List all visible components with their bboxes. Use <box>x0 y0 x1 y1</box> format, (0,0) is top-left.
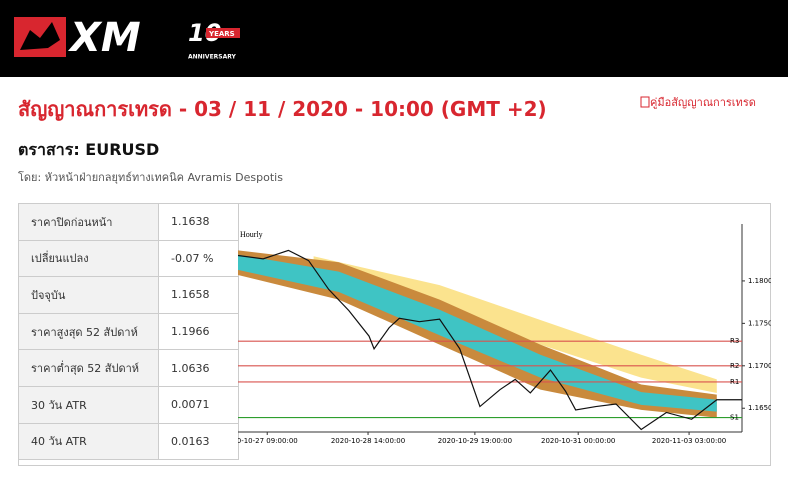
x-tick-label: 2020-10-31 00:00:00 <box>541 437 615 445</box>
x-tick-label: 2020-11-03 03:00:00 <box>652 437 726 445</box>
row-value: 0.0163 <box>158 422 239 461</box>
logo-badge-sub: YEARS <box>208 30 235 38</box>
table-row: ปัจจุบัน 1.1658 <box>18 276 239 314</box>
logo-brand: XM <box>67 15 141 61</box>
logo-caption: ANNIVERSARY <box>188 54 237 61</box>
level-label: S1 <box>730 414 739 422</box>
row-label: ราคาสูงสุด 52 สัปดาห์ <box>18 312 159 351</box>
row-value: -0.07 % <box>158 239 239 278</box>
x-tick-label: 0-10-27 09:00:00 <box>238 437 298 445</box>
level-label: R2 <box>730 362 739 370</box>
y-tick-label: 1.1750 <box>748 319 771 327</box>
x-tick-label: 2020-10-28 14:00:00 <box>331 437 405 445</box>
guide-link-text[interactable]: คู่มือสัญญาณการเทรด <box>650 96 756 109</box>
row-value: 0.0071 <box>158 385 239 424</box>
level-label: R1 <box>730 378 739 386</box>
logo[interactable]: XM 10 YEARS ANNIVERSARY <box>0 0 260 77</box>
row-label: 30 วัน ATR <box>18 385 159 424</box>
chart: Hourly R3 R2 R1 S1 1.1800 1.1750 1.1700 1.1650 0… <box>238 224 771 445</box>
table-row: ราคาปิดก่อนหน้า 1.1638 <box>18 203 239 241</box>
guide-link[interactable]: คู่มือสัญญาณการเทรด <box>640 93 756 111</box>
row-value: 1.1638 <box>158 203 239 241</box>
y-tick-label: 1.1800 <box>748 277 771 285</box>
row-label: ปัจจุบัน <box>18 276 159 314</box>
byline: โดย: หัวหน้าฝ่ายกลยุทธ์ทางเทคนิค Avramis… <box>18 171 283 184</box>
table-row: ราคาต่ำสุด 52 สัปดาห์ 1.0636 <box>18 349 239 387</box>
ma-band <box>238 254 717 412</box>
table-row: ราคาสูงสุด 52 สัปดาห์ 1.1966 <box>18 312 239 351</box>
row-label: ราคาต่ำสุด 52 สัปดาห์ <box>18 349 159 387</box>
y-tick-label: 1.1700 <box>748 362 771 370</box>
row-value: 1.1966 <box>158 312 239 351</box>
row-value: 1.0636 <box>158 349 239 387</box>
stats-table: ราคาปิดก่อนหน้า 1.1638 เปลี่ยนแปลง -0.07 % ป… <box>18 203 239 461</box>
page-title: สัญญาณการเทรด - 03 / 11 / 2020 - 10:00 (… <box>18 97 547 121</box>
table-row: 40 วัน ATR 0.0163 <box>18 422 239 461</box>
table-row: 30 วัน ATR 0.0071 <box>18 385 239 424</box>
price-line <box>238 249 742 431</box>
pdf-icon <box>640 96 650 108</box>
row-label: 40 วัน ATR <box>18 422 159 461</box>
x-tick-label: 2020-10-29 19:00:00 <box>438 437 512 445</box>
row-label: ราคาปิดก่อนหน้า <box>18 203 159 241</box>
row-label: เปลี่ยนแปลง <box>18 239 159 278</box>
chart-title: Hourly <box>240 230 263 239</box>
table-row: เปลี่ยนแปลง -0.07 % <box>18 239 239 278</box>
header-bar: XM 10 YEARS ANNIVERSARY <box>0 0 788 77</box>
level-label: R3 <box>730 337 739 345</box>
row-value: 1.1658 <box>158 276 239 314</box>
instrument: ตราสาร: EURUSD <box>18 140 160 159</box>
y-tick-label: 1.1650 <box>748 404 771 412</box>
